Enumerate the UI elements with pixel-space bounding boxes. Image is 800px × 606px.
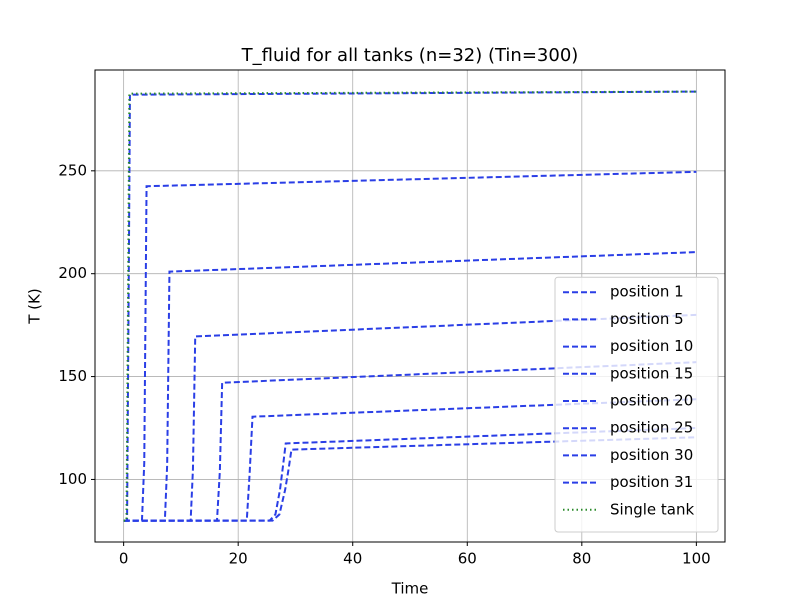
chart-title: T_fluid for all tanks (n=32) (Tin=300) <box>241 45 579 66</box>
y-tick-label: 250 <box>58 161 87 179</box>
legend-box <box>554 276 719 533</box>
series-line <box>123 361 697 522</box>
plot-area <box>123 90 697 522</box>
y-tick-label: 150 <box>58 367 87 385</box>
x-tick-label: 0 <box>119 550 129 568</box>
y-tick-label: 100 <box>58 470 87 488</box>
x-tick-label: 20 <box>229 550 248 568</box>
legend-label: position 1 <box>610 283 684 301</box>
x-axis-label: Time <box>391 580 429 598</box>
legend-label: position 31 <box>610 473 693 491</box>
x-tick-label: 60 <box>458 550 477 568</box>
legend-label: position 30 <box>610 446 693 464</box>
x-tick-label: 80 <box>572 550 591 568</box>
y-tick-label: 200 <box>58 264 87 282</box>
legend: position 1 position 5 position 10 position … <box>554 276 719 533</box>
legend-label: position 15 <box>610 364 693 382</box>
x-tick-label: 100 <box>682 550 711 568</box>
legend-label: position 20 <box>610 392 693 410</box>
axes-frame <box>94 69 726 543</box>
legend-label: position 25 <box>610 419 693 437</box>
legend-label: position 5 <box>610 310 684 328</box>
legend-label: Single tank <box>610 500 694 518</box>
series-line <box>123 436 697 522</box>
y-axis-label: T (K) <box>26 288 44 324</box>
legend-label: position 10 <box>610 337 693 355</box>
x-tick-label: 40 <box>343 550 362 568</box>
series-line <box>123 313 697 522</box>
